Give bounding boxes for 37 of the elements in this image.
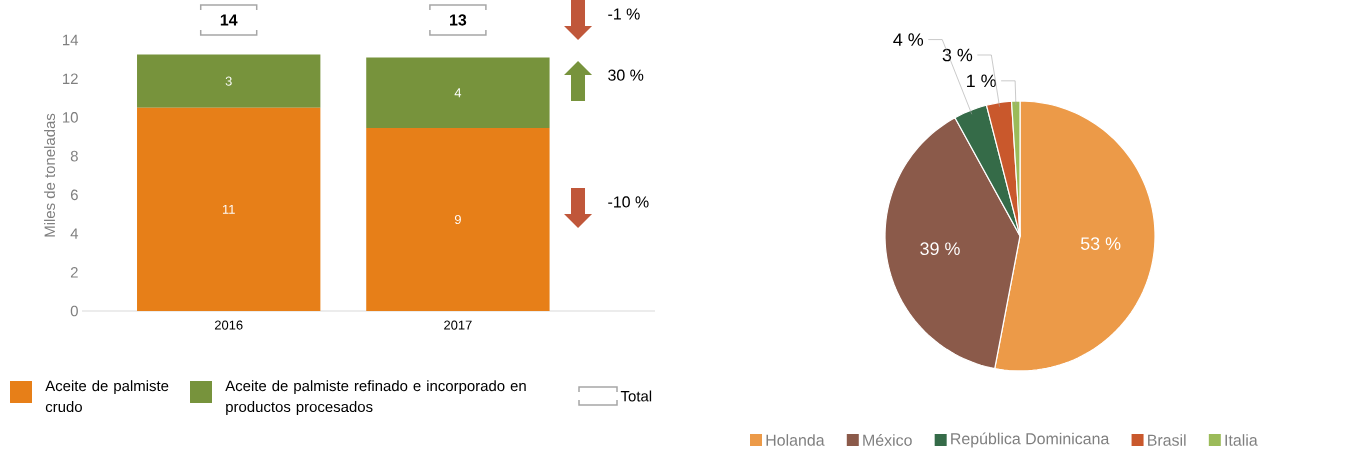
data-label: 11	[222, 204, 235, 214]
text: -1 %	[608, 8, 640, 20]
data-label: 1 %	[967, 74, 996, 88]
legend-label: Holanda	[766, 434, 825, 446]
y-tick-label: 2	[70, 267, 78, 278]
y-tick-label: 10	[63, 112, 78, 123]
x-tick-label: 2017	[444, 320, 472, 330]
data-label: 39 %	[920, 242, 960, 255]
annotation: -10 %	[608, 196, 649, 208]
total-label: 14	[220, 14, 238, 26]
data-label: 9	[454, 214, 461, 225]
legend-label: República Dominicana	[951, 432, 1110, 448]
total-label: 13	[450, 14, 467, 26]
bar	[137, 107, 321, 311]
text: Total	[620, 390, 652, 402]
data-label: 3 %	[942, 48, 973, 62]
bar	[366, 57, 550, 129]
legend-label: Italia	[1225, 434, 1258, 446]
bar	[366, 128, 550, 311]
y-tick-label: 4	[70, 228, 79, 239]
legend-label: México	[863, 434, 912, 446]
bar	[137, 54, 321, 108]
y-tick-label: 8	[70, 150, 78, 162]
legend-label: Aceite de palmiste crudo	[45, 380, 169, 413]
legend-label: Brasil	[1148, 434, 1186, 446]
annotation: 30 %	[608, 69, 644, 81]
data-label: 4 %	[893, 33, 924, 46]
x-tick-label: 2016	[214, 320, 243, 330]
legend-label: Aceite de palmiste refinado e incorporado en productos procesados	[225, 380, 526, 416]
y-tick-label: 6	[70, 189, 78, 201]
y-tick-label: 0	[70, 305, 78, 317]
data-label: 3	[225, 76, 232, 86]
y-axis-title: Miles de toneladas	[44, 113, 56, 237]
data-label: 53 %	[1080, 237, 1121, 250]
y-tick-label: 14	[63, 34, 79, 46]
data-label: 4	[454, 88, 462, 98]
y-tick-label: 12	[63, 73, 78, 84]
